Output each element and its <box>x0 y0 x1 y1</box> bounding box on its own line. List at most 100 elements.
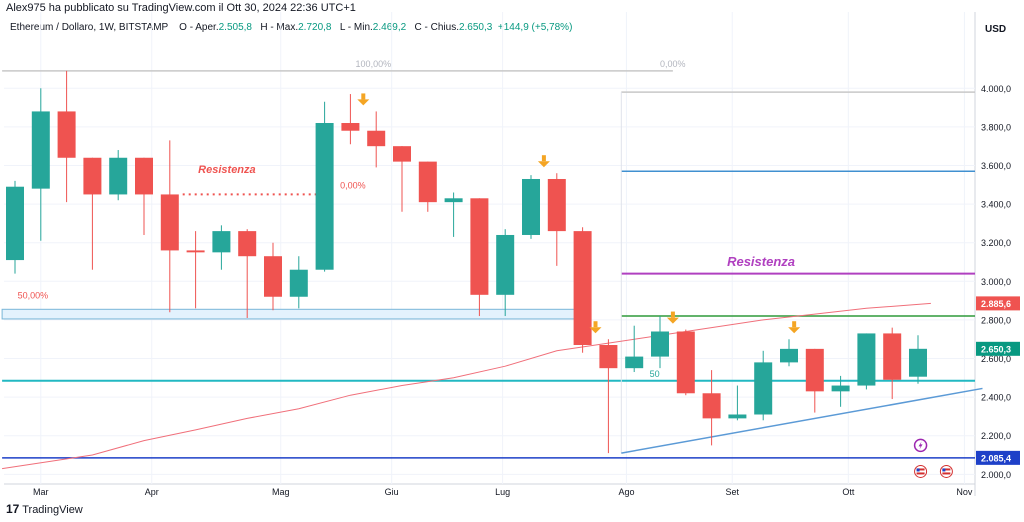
y-tick-label: 3.000,0 <box>981 277 1011 287</box>
candle-up <box>444 198 463 203</box>
flag-ring <box>939 464 953 478</box>
resistance-label-1: Resistenza <box>198 164 255 176</box>
y-tick-label: 3.400,0 <box>981 200 1011 210</box>
down-arrow-icon <box>357 93 370 106</box>
high-value: 2.720,8 <box>298 22 332 33</box>
candle-up <box>496 234 515 295</box>
low-label: L - Min. <box>339 22 373 33</box>
candle-up <box>109 157 128 195</box>
y-tick-label: 2.800,0 <box>981 315 1011 325</box>
tradingview-logo[interactable]: 17 TradingView <box>6 502 83 516</box>
candle-down <box>135 157 153 195</box>
lightning-bolt <box>918 441 923 450</box>
candle-up <box>212 231 231 253</box>
candle-down <box>805 348 824 392</box>
arrow-head <box>357 99 370 106</box>
candle-down <box>186 250 205 253</box>
candle-up <box>625 356 644 369</box>
price-tag <box>976 296 1020 311</box>
down-arrow-icon <box>788 321 801 334</box>
candle-up <box>31 111 50 189</box>
arrow-shaft <box>593 321 598 328</box>
candle-up <box>6 186 24 261</box>
currency-label[interactable]: USD <box>985 24 1007 35</box>
x-tick-label: Set <box>725 487 739 497</box>
candle-down <box>573 231 592 346</box>
x-tick-label: Nov <box>956 487 973 497</box>
candle-up <box>909 348 927 377</box>
support-zone <box>1 308 591 320</box>
pct-50-label: 50,00% <box>18 291 49 301</box>
pct-50-short-label: 50 <box>650 369 660 379</box>
candle-down <box>470 198 489 295</box>
candle-down <box>341 123 360 131</box>
lightning-icon <box>913 438 928 453</box>
flag-canton <box>916 468 920 472</box>
candle-down <box>676 331 695 394</box>
x-tick-label: Giu <box>385 487 399 497</box>
x-tick-label: Ott <box>842 487 855 497</box>
fib-100-label: 100,00% <box>356 59 392 69</box>
x-tick-label: Mag <box>272 487 290 497</box>
flag-ring <box>914 464 928 478</box>
y-tick-label: 2.400,0 <box>981 393 1011 403</box>
x-tick-label: Lug <box>495 487 510 497</box>
flag-stripe <box>916 468 925 471</box>
arrow-shaft <box>792 321 797 328</box>
candle-down <box>83 157 102 195</box>
down-arrow-icon <box>537 155 550 168</box>
candle-down <box>547 178 566 232</box>
candle-up <box>289 269 308 297</box>
flag-stripe <box>916 472 925 475</box>
us-flag-icon <box>939 464 953 478</box>
high-label: H - Max. <box>260 22 299 33</box>
y-tick-label: 2.200,0 <box>981 431 1011 441</box>
price-tag <box>976 450 1020 465</box>
arrow-shaft <box>541 155 546 162</box>
moving-average-line <box>2 302 931 470</box>
arrow-head <box>788 327 801 334</box>
candle-down <box>883 333 902 380</box>
candle-down <box>238 231 257 257</box>
candle-down <box>367 130 386 147</box>
flag-stripe <box>942 468 951 471</box>
brand-name: TradingView <box>22 504 83 516</box>
open-label: O - Aper. <box>179 22 219 33</box>
arrow-shaft <box>361 93 366 100</box>
candle-up <box>831 385 850 392</box>
pct-0-label: 0,00% <box>340 181 366 191</box>
open-value: 2.505,8 <box>218 22 252 33</box>
candle-up <box>754 362 773 415</box>
arrow-head <box>589 327 602 334</box>
tv-logo-icon: 17 <box>6 502 20 516</box>
symbol-title[interactable]: Ethereum / Dollaro, 1W, BITSTAMP <box>10 22 169 33</box>
arrow-shaft <box>670 311 675 318</box>
fib-0-label: 0,00% <box>660 59 686 69</box>
candle-down <box>160 194 179 251</box>
price-tag-label: 2.085,4 <box>981 453 1011 463</box>
candle-up <box>780 348 798 363</box>
x-tick-label: Apr <box>145 487 159 497</box>
price-tag-label: 2.650,3 <box>981 344 1011 354</box>
close-label: C - Chius. <box>414 22 459 33</box>
down-arrow-icon <box>589 321 602 334</box>
x-tick-label: Ago <box>618 487 634 497</box>
arrow-head <box>537 161 550 168</box>
symbol-legend: Ethereum / Dollaro, 1W, BITSTAMP O - Ape… <box>10 22 572 33</box>
support-trendline <box>621 387 983 454</box>
price-tag-label: 2.885,6 <box>981 299 1011 309</box>
candle-up <box>857 333 876 386</box>
candle-up <box>728 414 747 419</box>
y-tick-label: 3.600,0 <box>981 161 1011 171</box>
arrow-head <box>666 317 679 324</box>
publish-info: Alex975 ha pubblicato su TradingView.com… <box>6 2 356 14</box>
flag-canton <box>942 468 946 472</box>
us-flag-icon <box>914 464 928 478</box>
candle-up <box>651 331 669 357</box>
low-value: 2.469,2 <box>372 22 407 33</box>
candle-down <box>264 256 282 297</box>
flag-stripe <box>942 472 951 475</box>
price-tag <box>976 341 1020 356</box>
